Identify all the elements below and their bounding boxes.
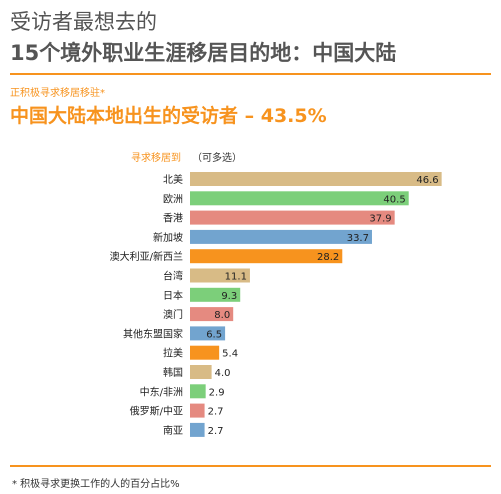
category-label: 香港: [163, 213, 183, 225]
category-label: 欧洲: [163, 193, 183, 205]
category-label: 南亚: [163, 424, 183, 437]
category-label: 北美: [163, 173, 183, 186]
bar: [190, 172, 442, 186]
bar: [190, 307, 234, 322]
footnote: * 积极寻求更换工作的人的百分占比%: [12, 479, 180, 490]
category-label: 日本: [163, 289, 183, 302]
value-label: 28.2: [317, 252, 339, 263]
category-label: 其他东盟国家: [123, 327, 183, 340]
subheader-eyebrow: 正积极寻求移居移驻*: [10, 88, 105, 99]
value-label: 5.4: [222, 349, 238, 360]
category-label: 台湾: [163, 270, 183, 283]
bar: [190, 384, 206, 399]
bar-chart: 寻求移居到 （可多选） 北美 46.6 欧洲 40.5 香港 37.9 新加坡 33.7 澳大利…: [110, 151, 442, 437]
category-label: 韩国: [163, 366, 183, 379]
value-label: 6.5: [206, 329, 222, 340]
category-label: 俄罗斯/中亚: [130, 405, 183, 418]
bar: [190, 229, 372, 244]
subheader-headline: 中国大陆本地出生的受访者 – 43.5%: [10, 105, 327, 127]
value-label: 2.7: [208, 426, 224, 437]
bar: [190, 249, 343, 264]
value-label: 46.6: [416, 175, 438, 186]
top-divider: [10, 73, 491, 75]
bar: [190, 287, 241, 302]
axis-note: （可多选）: [192, 151, 242, 164]
bar: [190, 422, 205, 437]
value-label: 33.7: [347, 233, 369, 244]
bar: [190, 326, 226, 341]
bar: [190, 268, 250, 283]
value-label: 11.1: [225, 272, 247, 283]
bar: [190, 345, 220, 360]
axis-label: 寻求移居到: [131, 151, 181, 164]
value-label: 4.0: [215, 368, 231, 379]
value-label: 37.9: [369, 214, 391, 225]
bar: [190, 191, 409, 206]
value-label: 40.5: [383, 194, 405, 205]
category-label: 新加坡: [153, 231, 183, 244]
chart-title-line-1: 受访者最想去的: [10, 10, 157, 34]
value-label: 9.3: [221, 291, 237, 302]
value-label: 2.7: [208, 407, 224, 418]
chart-title-line-2: 15个境外职业生涯移居目的地：中国大陆: [10, 41, 397, 65]
category-label: 澳门: [163, 308, 183, 321]
bar: [190, 403, 205, 418]
bar: [190, 210, 395, 225]
value-label: 2.9: [209, 387, 225, 398]
bar: [190, 365, 212, 379]
category-label: 中东/非洲: [140, 385, 183, 398]
category-label: 拉美: [163, 347, 183, 360]
bottom-divider: [10, 465, 491, 467]
value-label: 8.0: [214, 310, 230, 321]
category-label: 澳大利亚/新西兰: [110, 250, 183, 263]
